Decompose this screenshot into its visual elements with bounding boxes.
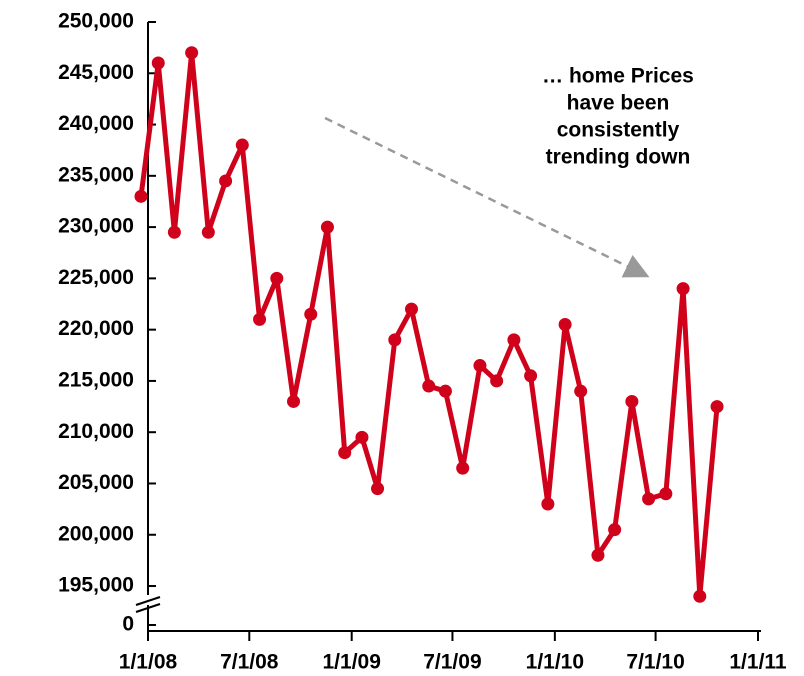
y-tick-label: 200,000 <box>58 522 134 545</box>
data-point <box>558 318 572 332</box>
data-point <box>608 523 622 537</box>
data-point <box>151 56 165 70</box>
x-tick-label: 7/1/09 <box>423 651 481 674</box>
y-tick-label: 230,000 <box>58 215 134 238</box>
data-point <box>625 394 639 408</box>
y-tick-label: 240,000 <box>58 112 134 135</box>
data-point <box>355 430 369 444</box>
data-point <box>507 333 521 347</box>
data-point <box>134 189 148 203</box>
annotation-arrow <box>324 116 650 278</box>
axis-break <box>135 596 161 606</box>
x-tick-label: 1/1/11 <box>729 651 787 674</box>
data-point <box>388 333 402 347</box>
y-tick-label: 205,000 <box>58 471 134 494</box>
data-point <box>304 307 318 321</box>
data-point <box>287 394 300 408</box>
x-tick-label: 7/1/10 <box>626 651 684 674</box>
data-point <box>693 589 707 603</box>
y-tick-label: 245,000 <box>58 61 134 84</box>
data-point <box>167 225 181 239</box>
x-tick-label: 1/1/09 <box>323 651 381 674</box>
data-point <box>456 461 470 475</box>
data-point <box>404 302 418 316</box>
data-point <box>438 384 452 398</box>
y-tick-label: 0 <box>122 613 134 636</box>
y-tick-label: 220,000 <box>58 317 134 340</box>
y-tick-label: 195,000 <box>58 574 134 597</box>
x-tick-label: 1/1/10 <box>526 651 584 674</box>
data-point <box>320 220 334 234</box>
data-point <box>710 400 724 414</box>
data-point <box>541 497 555 511</box>
annotation: consistently <box>557 119 680 142</box>
y-tick-label: 210,000 <box>58 420 134 443</box>
data-point <box>473 359 487 373</box>
y-tick-label: 235,000 <box>58 163 134 186</box>
annotation: trending down <box>546 146 691 169</box>
y-tick-label: 250,000 <box>58 10 134 33</box>
y-tick-label: 215,000 <box>58 368 134 391</box>
data-point <box>422 379 436 393</box>
data-point <box>270 271 284 285</box>
x-tick-label: 1/1/08 <box>119 651 178 674</box>
y-tick-label: 225,000 <box>58 266 134 289</box>
data-point <box>524 369 538 383</box>
data-point <box>659 487 673 501</box>
data-point <box>185 46 199 60</box>
data-point <box>235 138 249 152</box>
data-point <box>490 374 504 388</box>
data-point <box>219 174 233 188</box>
data-point <box>253 312 267 326</box>
axis-break <box>135 603 161 613</box>
data-point <box>591 548 605 562</box>
data-point <box>574 384 588 398</box>
data-point <box>201 225 215 239</box>
annotation: have been <box>567 92 670 115</box>
data-point <box>642 492 656 506</box>
x-tick-label: 7/1/08 <box>220 651 279 674</box>
data-point <box>338 446 352 460</box>
data-point <box>676 282 690 296</box>
annotation: … home Prices <box>542 65 694 88</box>
data-point <box>371 482 385 496</box>
